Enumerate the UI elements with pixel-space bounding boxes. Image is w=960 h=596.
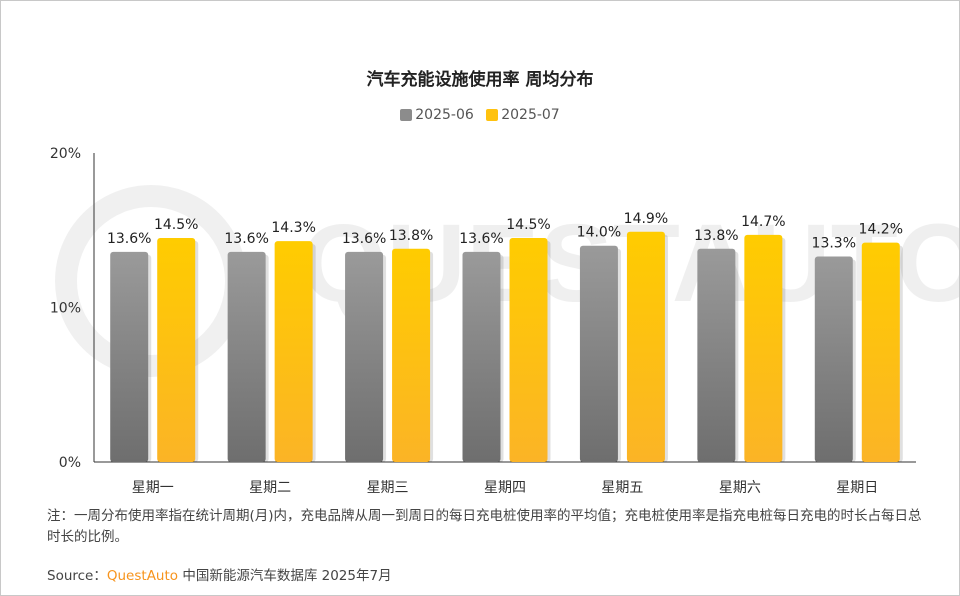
data-label: 13.6%	[224, 231, 268, 247]
data-label: 13.6%	[459, 231, 503, 247]
bar-2025-06	[345, 251, 384, 462]
data-label: 13.3%	[812, 236, 856, 252]
data-label: 13.6%	[342, 231, 386, 247]
data-label: 13.8%	[389, 228, 433, 244]
x-tick-label: 星期四	[484, 480, 526, 496]
data-label: 14.9%	[624, 211, 668, 227]
bar-2025-07	[274, 241, 313, 462]
source-brand: QuestAuto	[106, 568, 179, 584]
chart-title: 汽车充能设施使用率 周均分布	[366, 70, 594, 90]
bar-2025-07	[509, 237, 548, 462]
data-label: 14.3%	[271, 220, 315, 236]
data-label: 13.8%	[694, 228, 738, 244]
source-text: 中国新能源汽车数据库 2025年7月	[178, 568, 392, 584]
footnote: 注：一周分布使用率指在统计周期(月)内，充电品牌从周一到周日的每日充电桩使用率的…	[47, 508, 922, 545]
legend-label: 2025-06	[415, 107, 474, 123]
y-tick-label: 0%	[59, 455, 81, 471]
data-label: 14.2%	[859, 222, 903, 238]
bar-2025-07	[744, 234, 783, 462]
bar-2025-07	[157, 237, 196, 462]
bar-2025-06	[579, 245, 618, 462]
bar-2025-06	[814, 256, 853, 462]
x-tick-label: 星期六	[719, 480, 761, 496]
legend-item-2025-07: 2025-07	[486, 107, 560, 123]
data-label: 14.5%	[506, 217, 550, 233]
y-tick-label: 10%	[50, 301, 81, 317]
bar-2025-07	[626, 231, 665, 462]
bar-2025-07	[392, 248, 431, 462]
source-line: Source：QuestAuto 中国新能源汽车数据库 2025年7月	[47, 564, 392, 584]
legend-swatch	[400, 109, 413, 121]
bar-2025-07	[861, 242, 900, 462]
data-label: 13.6%	[107, 231, 151, 247]
x-tick-label: 星期二	[249, 480, 291, 496]
bar-2025-06	[227, 251, 266, 462]
data-label: 14.7%	[741, 214, 785, 230]
data-label: 14.0%	[577, 225, 621, 241]
x-tick-label: 星期五	[601, 480, 643, 496]
legend-item-2025-06: 2025-06	[400, 107, 474, 123]
bar-2025-06	[697, 248, 736, 462]
legend-label: 2025-07	[501, 107, 560, 123]
x-tick-label: 星期三	[367, 480, 409, 496]
x-tick-label: 星期一	[132, 480, 174, 496]
legend: 2025-06 2025-07	[1, 107, 959, 125]
source-label: Source：	[47, 568, 107, 584]
bar-2025-06	[110, 251, 149, 462]
bar-2025-06	[462, 251, 501, 462]
x-tick-label: 星期日	[836, 480, 878, 496]
y-tick-label: 20%	[50, 146, 81, 162]
legend-swatch	[486, 109, 499, 121]
data-label: 14.5%	[154, 217, 198, 233]
